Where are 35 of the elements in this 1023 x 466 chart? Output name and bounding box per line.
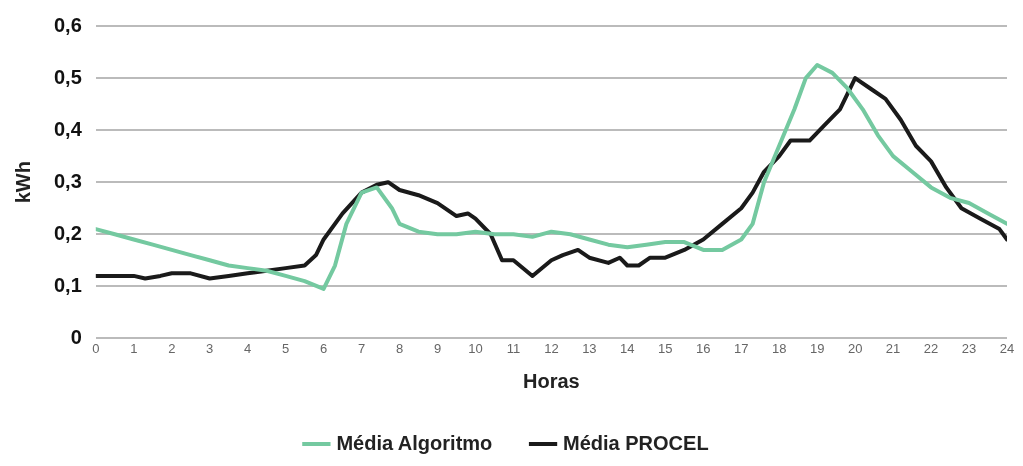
x-tick-label: 22 [923,340,939,356]
x-tick-label: 16 [696,340,711,356]
y-axis-title: kWh [11,161,34,204]
x-axis-title: Horas [523,369,580,392]
x-tick-label: 14 [620,340,635,356]
y-tick-label: 0,2 [53,221,82,244]
x-tick-label: 4 [244,340,252,356]
x-tick-label: 9 [433,340,442,356]
x-tick-label: 17 [734,340,749,356]
x-tick-label: 11 [506,340,521,356]
legend-label: Média PROCEL [563,431,709,454]
x-tick-label: 18 [771,340,787,356]
x-tick-label: 5 [282,340,290,356]
x-tick-label: 19 [809,340,825,356]
legend-label: Média Algoritmo [336,431,493,454]
y-tick-label: 0,6 [53,13,82,36]
x-tick-label: 1 [130,340,138,356]
y-tick-label: 0,5 [53,65,82,88]
x-tick-label: 24 [999,340,1015,356]
x-tick-label: 20 [847,340,863,356]
x-tick-label: 8 [395,340,404,356]
x-tick-label: 2 [168,340,176,356]
x-tick-label: 10 [468,340,483,356]
x-tick-label: 3 [206,340,214,356]
x-tick-label: 15 [658,340,673,356]
x-tick-label: 6 [319,340,328,356]
y-tick-label: 0,3 [53,169,82,192]
y-tick-label: 0,4 [53,117,83,140]
x-tick-label: 12 [544,340,559,356]
x-tick-label: 21 [885,340,901,356]
x-tick-label: 0 [92,340,100,356]
x-tick-label: 23 [961,340,977,356]
x-tick-label: 7 [357,340,366,356]
y-tick-label: 0,1 [53,273,82,296]
x-tick-label: 13 [582,340,597,356]
